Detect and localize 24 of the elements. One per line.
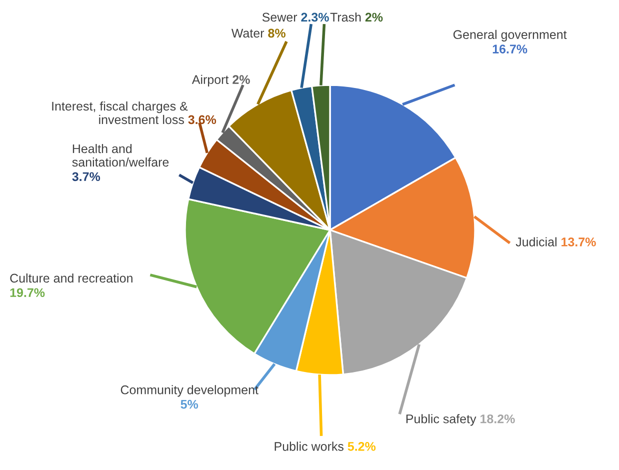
slice-label: Community development xyxy=(120,385,258,397)
legend-label: Culture and recreation xyxy=(10,273,132,283)
data-label: 3.7% xyxy=(72,172,100,182)
data-label: 19.7% xyxy=(10,288,45,298)
data-label: 5.2% xyxy=(348,442,376,451)
data-label: 5% xyxy=(180,400,198,409)
data-label: 2% xyxy=(232,75,250,84)
slice-label: Public works xyxy=(274,442,344,451)
slice-label: Airport xyxy=(192,74,229,86)
slice-label: Public safety xyxy=(406,414,476,426)
slice-label: Health and sanitation/welfare xyxy=(72,144,169,167)
data-label: 2.3% xyxy=(301,12,329,22)
slice-label: Trash xyxy=(330,12,361,22)
data-label: 3.6% xyxy=(188,115,216,124)
slice-label: Interest, fiscal charges & investment loss xyxy=(52,101,188,124)
data-label: 8% xyxy=(268,28,286,38)
slice-label: General government xyxy=(453,30,567,42)
data-label: 2% xyxy=(365,12,383,22)
slice-label: Sewer xyxy=(262,12,298,22)
data-label: 18.2% xyxy=(480,414,515,424)
data-label: 13.7% xyxy=(562,238,596,246)
slice-label: Water xyxy=(231,28,264,38)
slice-label: Judicial xyxy=(516,237,556,246)
data-label: 16.7% xyxy=(492,44,528,54)
